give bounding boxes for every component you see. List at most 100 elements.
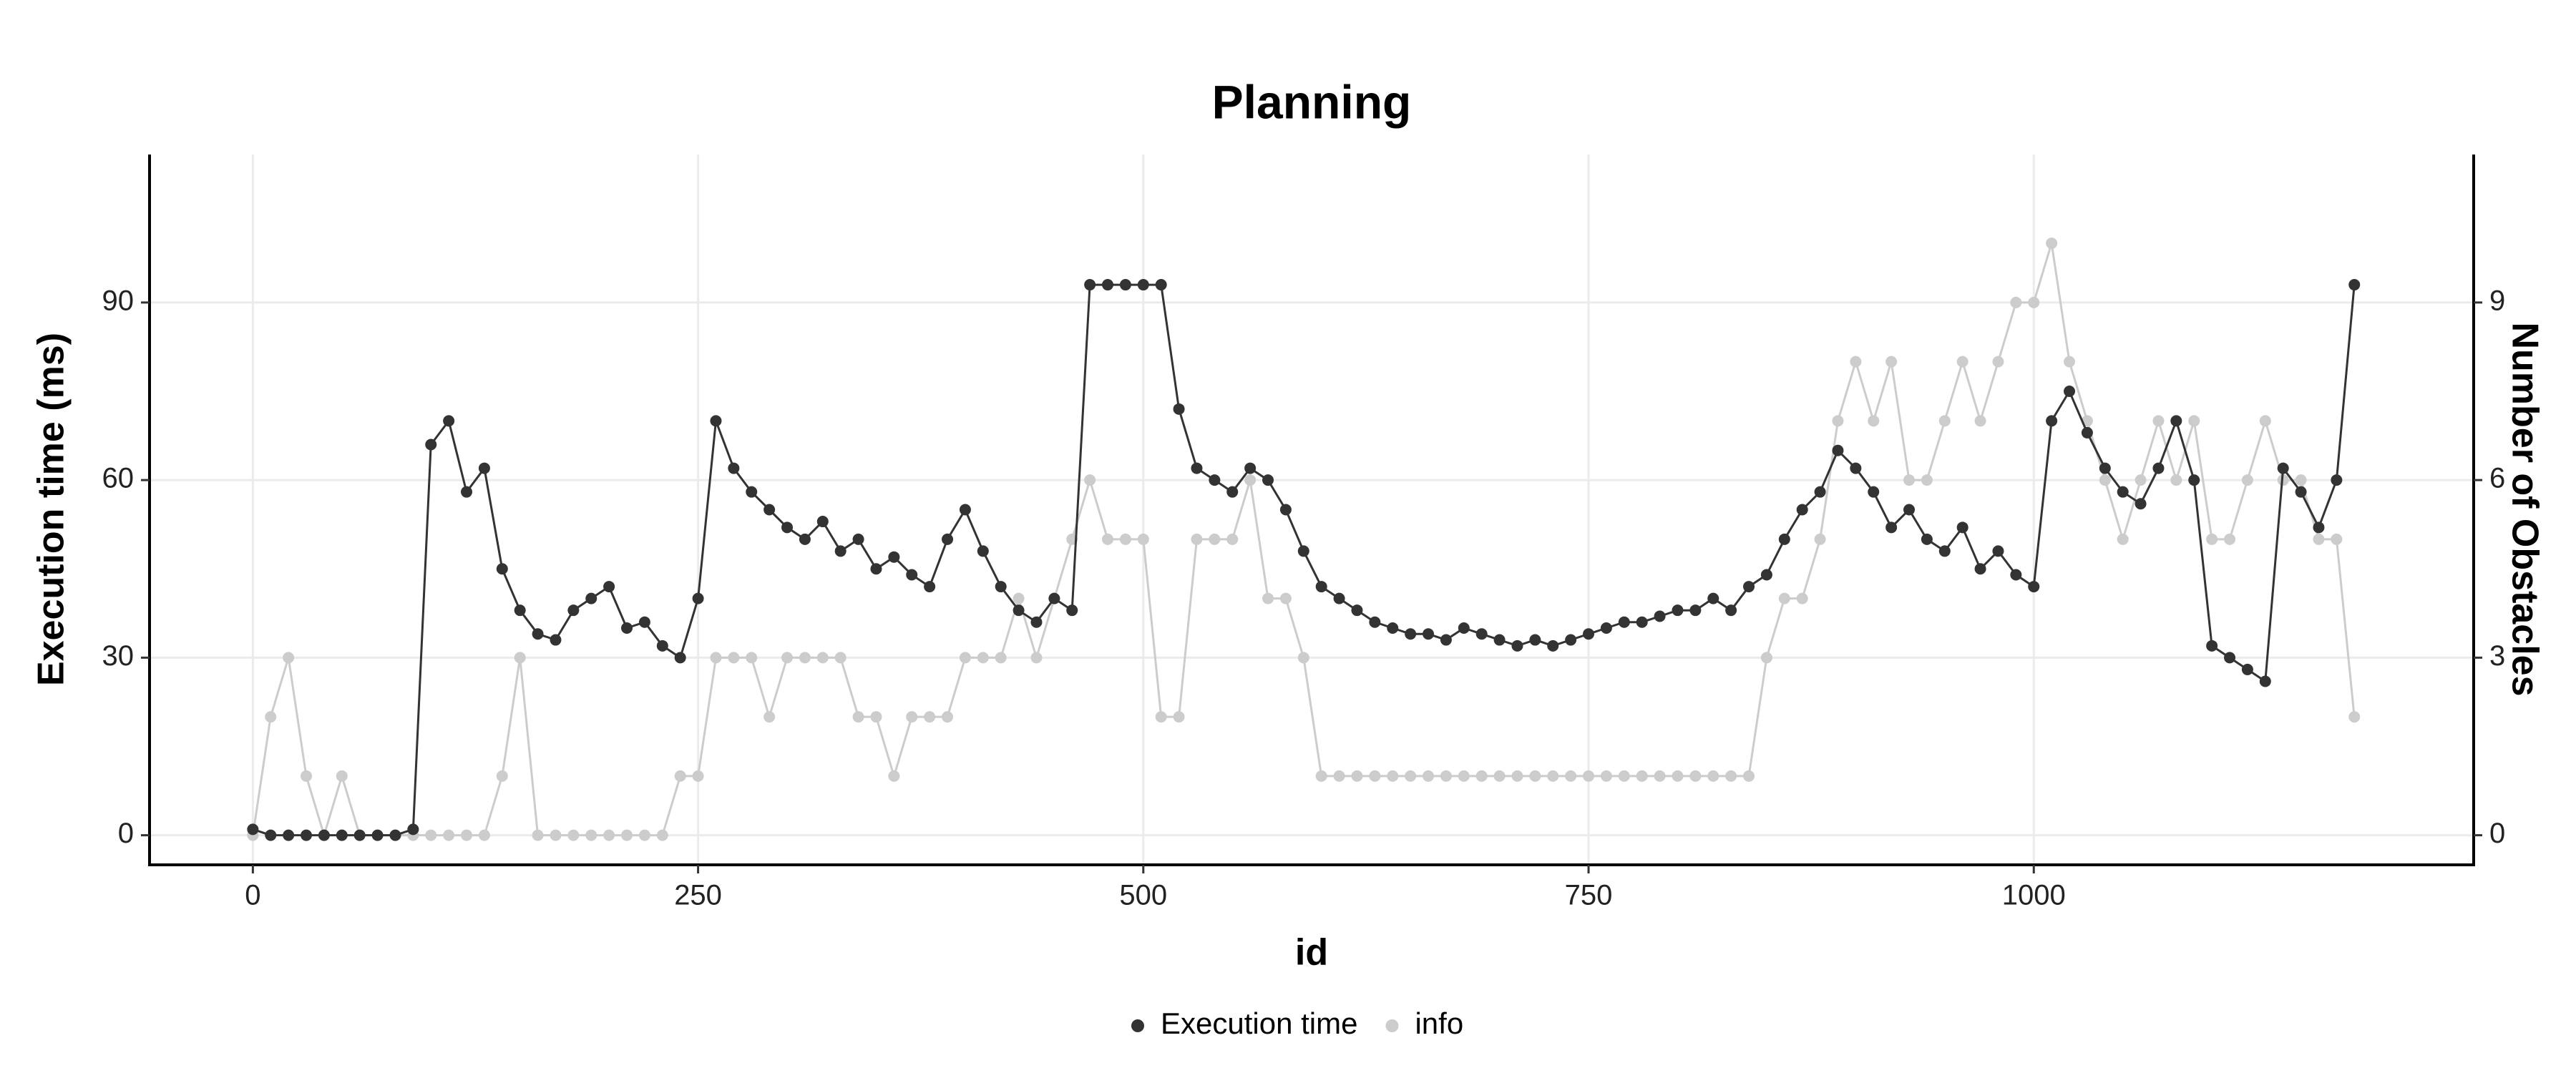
data-point bbox=[1279, 592, 1292, 604]
data-point bbox=[1654, 610, 1666, 622]
data-point bbox=[1262, 474, 1274, 486]
data-point bbox=[2046, 415, 2058, 427]
data-point bbox=[1938, 545, 1951, 557]
data-point bbox=[336, 829, 348, 841]
grid bbox=[150, 155, 2474, 865]
data-point bbox=[1956, 521, 1968, 534]
data-point bbox=[1600, 770, 1612, 782]
data-point bbox=[2295, 474, 2307, 486]
data-point bbox=[1458, 770, 1470, 782]
data-point bbox=[2259, 675, 2271, 687]
data-point bbox=[2188, 415, 2200, 427]
data-point bbox=[2117, 533, 2129, 545]
data-point bbox=[1921, 474, 1933, 486]
data-point bbox=[389, 829, 401, 841]
y-tick-label: 0 bbox=[118, 818, 134, 849]
data-point bbox=[1832, 415, 1844, 427]
data-point bbox=[2064, 386, 2076, 397]
chart-title: Planning bbox=[1212, 75, 1412, 128]
data-point bbox=[2010, 296, 2022, 308]
data-point bbox=[959, 652, 971, 664]
data-point bbox=[2259, 415, 2271, 427]
data-point bbox=[1102, 279, 1114, 291]
data-point bbox=[2348, 711, 2361, 723]
data-point bbox=[781, 521, 794, 534]
data-point bbox=[247, 823, 259, 836]
data-point bbox=[1297, 545, 1309, 557]
plot-area bbox=[247, 237, 2361, 841]
data-point bbox=[301, 829, 313, 841]
data-point bbox=[1440, 634, 1452, 646]
data-point bbox=[924, 711, 936, 723]
data-point bbox=[514, 604, 526, 617]
data-point bbox=[1440, 770, 1452, 782]
data-point bbox=[2028, 581, 2040, 593]
data-point bbox=[1689, 604, 1702, 617]
data-point bbox=[1475, 770, 1488, 782]
data-point bbox=[924, 581, 936, 593]
data-point bbox=[2206, 533, 2218, 545]
axes: 0 250 500 750 1000 0 30 60 90 0 3 6 9 bbox=[102, 155, 2505, 911]
data-point bbox=[1209, 474, 1221, 486]
y2-tick-label: 0 bbox=[2489, 818, 2505, 849]
data-point bbox=[1119, 279, 1131, 291]
x-tick-label: 1000 bbox=[2002, 880, 2066, 911]
data-point bbox=[1244, 462, 1257, 474]
data-point bbox=[1493, 770, 1506, 782]
data-point bbox=[2152, 415, 2165, 427]
data-point bbox=[1885, 521, 1898, 534]
legend-swatch bbox=[1385, 1019, 1399, 1032]
data-point bbox=[1689, 770, 1702, 782]
data-point bbox=[1084, 474, 1096, 486]
data-point bbox=[2331, 474, 2343, 486]
data-point bbox=[1405, 770, 1417, 782]
data-point bbox=[799, 533, 811, 545]
data-point bbox=[621, 829, 633, 841]
data-point bbox=[514, 652, 526, 664]
data-point bbox=[2348, 279, 2361, 291]
data-point bbox=[2152, 462, 2165, 474]
data-point bbox=[443, 415, 455, 427]
data-point bbox=[1209, 533, 1221, 545]
data-point bbox=[461, 486, 473, 498]
data-point bbox=[1529, 770, 1541, 782]
data-point bbox=[1333, 770, 1345, 782]
data-point bbox=[1066, 604, 1078, 617]
y-tick-label: 90 bbox=[102, 285, 135, 316]
data-point bbox=[1618, 616, 1630, 628]
data-point bbox=[603, 581, 615, 593]
data-point bbox=[2117, 486, 2129, 498]
x-axis-title: id bbox=[1295, 932, 1328, 974]
data-point bbox=[1725, 604, 1737, 617]
data-point bbox=[621, 622, 633, 634]
data-point bbox=[1956, 356, 1968, 368]
data-point bbox=[2099, 474, 2111, 486]
y2-tick-label: 6 bbox=[2489, 463, 2505, 494]
data-point bbox=[674, 652, 686, 664]
data-point bbox=[1155, 279, 1167, 291]
data-point bbox=[461, 829, 473, 841]
data-point bbox=[2277, 462, 2289, 474]
data-point bbox=[728, 652, 740, 664]
data-point bbox=[746, 486, 758, 498]
y-axis-title: Execution time (ms) bbox=[31, 333, 72, 686]
data-point bbox=[1938, 415, 1951, 427]
data-point bbox=[1725, 770, 1737, 782]
data-point bbox=[1583, 628, 1595, 640]
data-point bbox=[1423, 628, 1435, 640]
data-point bbox=[1030, 616, 1043, 628]
data-point bbox=[1244, 474, 1257, 486]
data-point bbox=[888, 551, 900, 563]
data-point bbox=[1903, 504, 1916, 516]
data-point bbox=[550, 634, 562, 646]
data-point bbox=[2295, 486, 2307, 498]
data-point bbox=[1743, 581, 1755, 593]
x-tick-label: 250 bbox=[674, 880, 722, 911]
data-point bbox=[1387, 622, 1399, 634]
data-point bbox=[1707, 770, 1719, 782]
data-point bbox=[1814, 533, 1826, 545]
data-point bbox=[977, 545, 989, 557]
data-point bbox=[1387, 770, 1399, 782]
data-point bbox=[443, 829, 455, 841]
data-point bbox=[995, 581, 1007, 593]
